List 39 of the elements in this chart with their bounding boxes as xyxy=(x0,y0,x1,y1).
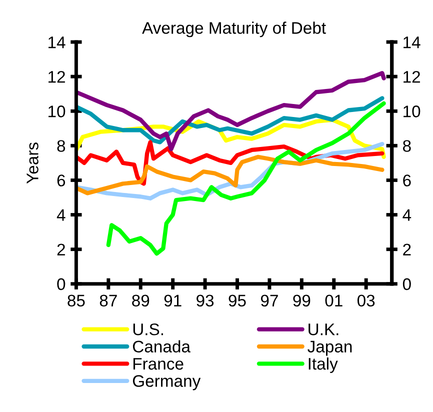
line-series xyxy=(76,154,384,196)
y-tick-label: 6 xyxy=(57,174,66,186)
x-tick-label: 03 xyxy=(357,294,375,307)
y2-tick-label: 2 xyxy=(403,244,411,256)
y2-tick-label: 14 xyxy=(404,36,420,48)
y2-tick-label: 0 xyxy=(402,278,411,290)
line-series xyxy=(106,101,386,256)
x-tick-label: 85 xyxy=(68,294,85,307)
x-tick-label: 95 xyxy=(228,294,246,307)
legend-label: Canada xyxy=(132,340,190,352)
y-tick-label: 14 xyxy=(48,36,66,48)
x-tick-label: 89 xyxy=(132,294,150,307)
legend-label: France xyxy=(133,358,184,370)
line-series xyxy=(76,71,386,152)
legend-label: U.S. xyxy=(133,323,164,336)
y-tick-label: 10 xyxy=(48,106,66,118)
x-tick-label: 91 xyxy=(164,294,182,307)
y2-tick-label: 10 xyxy=(404,106,420,118)
y2-tick-label: 8 xyxy=(403,140,411,152)
x-tick-label: 93 xyxy=(196,294,214,307)
y-tick-label: 0 xyxy=(57,278,66,290)
chart-title: Average Maturity of Debt xyxy=(142,22,326,38)
y2-tick-label: 4 xyxy=(402,209,412,221)
y-axis-title: Years xyxy=(26,142,38,184)
y-tick-label: 4 xyxy=(56,209,66,221)
y-tick-label: 12 xyxy=(48,70,65,83)
x-tick-label: 87 xyxy=(100,294,117,307)
y-tick-label: 8 xyxy=(57,140,66,152)
y2-tick-label: 6 xyxy=(403,174,411,186)
x-tick-label: 99 xyxy=(293,294,310,307)
legend-label: Germany xyxy=(132,375,201,390)
legend-label: Japan xyxy=(308,340,352,356)
legend-label: U.K. xyxy=(308,324,338,336)
line-series xyxy=(76,96,384,144)
legend-label: Italy xyxy=(308,357,338,373)
y-tick-label: 2 xyxy=(57,244,65,256)
y2-tick-label: 12 xyxy=(404,70,420,83)
x-tick-label: 97 xyxy=(260,294,278,307)
x-tick-label: 01 xyxy=(325,294,342,307)
